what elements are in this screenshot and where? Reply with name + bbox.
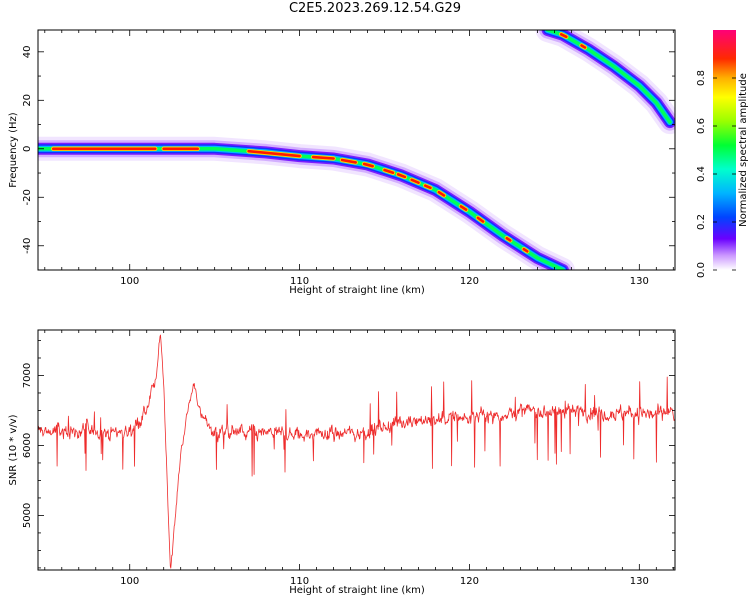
ridge-0-peak-6 [383, 168, 395, 175]
ridge-0-peak-12 [476, 216, 485, 223]
colorbar-tick-label: 0.6 [696, 118, 707, 134]
figure-title: C2E5.2023.269.12.54.G29 [288, 1, 462, 16]
spectrogram-ticks: 100 110 120 130 40 20 0 -20 -40 [22, 30, 675, 287]
colorbar-label: Normalized spectral amplitude [738, 73, 749, 227]
spectrogram-xtick-label: 120 [460, 276, 479, 287]
ridge-0 [38, 136, 575, 270]
colorbar: 0.0 0.2 0.4 0.6 0.8 Normalized spectral ampl… [696, 30, 749, 278]
ridge-0-peak-2 [247, 149, 301, 158]
spectrogram-xtick-label: 100 [120, 276, 139, 287]
spectrogram-frame [37, 29, 676, 271]
colorbar-tick-label: 0.0 [696, 262, 707, 278]
ridge-0-peak-11 [459, 205, 468, 211]
snr-ticks: 100 110 120 130 7000 6000 5000 [22, 330, 675, 587]
spectrogram-xlabel: Height of straight line (km) [289, 285, 425, 296]
snr-ytick-label: 5000 [22, 503, 33, 528]
spectral-ridges [38, 30, 675, 270]
colorbar-gradient [713, 30, 736, 270]
spectrogram-ytick-label: 40 [22, 45, 33, 58]
spectrogram-ylabel: Frequency (Hz) [8, 112, 19, 188]
spectrogram-panel: 100 110 120 130 40 20 0 -20 -40 Height of straig… [8, 29, 676, 296]
snr-ytick-label: 6000 [22, 433, 33, 458]
spectrogram-ytick-label: -20 [22, 189, 33, 205]
ridge-1 [535, 30, 675, 135]
snr-xlabel: Height of straight line (km) [289, 585, 425, 596]
colorbar-tick-label: 0.2 [696, 214, 707, 230]
spectrogram-ytick-label: 0 [22, 146, 33, 152]
ridge-0-peak-4 [340, 158, 357, 164]
spectrogram-ytick-label: -40 [22, 238, 33, 254]
ridge-0-peak-8 [410, 178, 420, 185]
colorbar-tick-label: 0.8 [696, 70, 707, 86]
ridge-0-peak-9 [423, 184, 432, 190]
snr-xtick-label: 110 [290, 576, 309, 587]
ridge-0-peak-7 [396, 173, 407, 179]
ridge-1-peak-0 [559, 33, 568, 39]
colorbar-ticks: 0.0 0.2 0.4 0.6 0.8 [696, 70, 736, 278]
snr-xtick-label: 130 [630, 576, 649, 587]
ridge-0-peak-5 [362, 162, 374, 168]
snr-ytick-label: 7000 [22, 363, 33, 388]
snr-frame [37, 329, 676, 571]
ridge-0-band-0 [38, 136, 575, 270]
colorbar-tick-label: 0.4 [696, 166, 707, 182]
ridge-0-peak-10 [437, 190, 446, 197]
snr-xtick-label: 100 [120, 576, 139, 587]
ridge-0-peak-14 [522, 247, 529, 253]
ridge-0-peak-3 [311, 155, 335, 160]
snr-xtick-label: 120 [460, 576, 479, 587]
spectrogram-xtick-label: 110 [290, 276, 309, 287]
snr-series-line [38, 334, 675, 569]
snr-panel: 100 110 120 130 7000 6000 5000 Height of strai… [8, 329, 676, 596]
ridge-1-peak-1 [580, 44, 587, 49]
snr-ylabel: SNR (10 * v/v) [8, 414, 19, 485]
spectrogram-ytick-label: 20 [22, 94, 33, 107]
ridge-0-peak-13 [505, 236, 512, 242]
spectrogram-xtick-label: 130 [630, 276, 649, 287]
